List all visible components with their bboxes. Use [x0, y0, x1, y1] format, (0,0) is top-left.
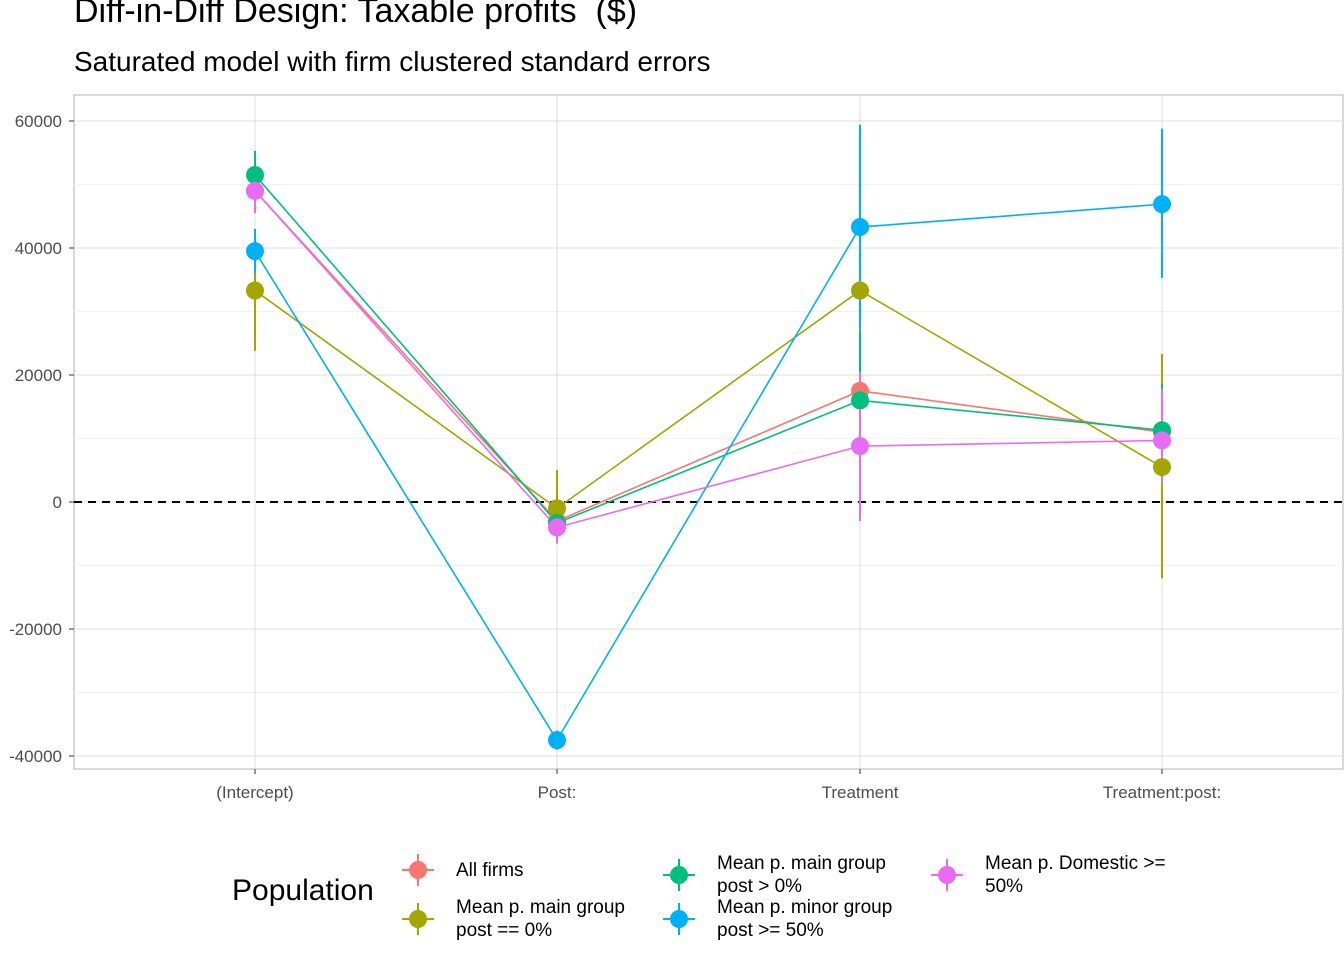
data-point [246, 181, 264, 200]
legend-label: Mean p. main group post > 0% [717, 853, 886, 897]
data-point [246, 242, 264, 261]
chart-subtitle: Saturated model with firm clustered stan… [74, 46, 711, 77]
chart-title: Diff-in-Diff Design: Taxable profits ($) [74, 0, 638, 30]
data-point [548, 499, 566, 518]
legend: Population All firms Mean p. main group … [0, 840, 1344, 960]
y-tick-label: 60000 [15, 112, 62, 131]
legend-item-domestic: Mean p. Domestic >= 50% [929, 852, 1185, 898]
y-tick-label: -20000 [9, 620, 62, 639]
data-point [851, 391, 869, 410]
panel-border [73, 94, 1344, 770]
data-point [851, 437, 869, 456]
data-point [548, 518, 566, 537]
data-point [851, 218, 869, 237]
x-tick-label: Post: [538, 783, 577, 802]
series-lines [254, 174, 1163, 742]
x-tick-label: (Intercept) [216, 783, 293, 802]
series-line [254, 203, 1163, 742]
legend-item-main-group-zero: Mean p. main group post == 0% [400, 896, 656, 942]
legend-title: Population [232, 874, 374, 907]
plot-area: -40000 -20000 0 20000 40000 60000 (Intercept) P… [9, 94, 1344, 802]
y-tick-label: -40000 [9, 747, 62, 766]
legend-key-icon [663, 859, 695, 891]
legend-label: Mean p. main group post == 0% [456, 897, 625, 941]
series-line [254, 190, 1163, 529]
error-bars [254, 124, 1163, 750]
legend-label: Mean p. minor group post >= 50% [717, 897, 893, 941]
y-tick-label: 20000 [15, 366, 62, 385]
x-tick-label: Treatment:post: [1103, 783, 1221, 802]
legend-label: All firms [456, 859, 524, 881]
data-point [1153, 458, 1171, 477]
legend-key-icon [402, 854, 434, 886]
data-point [548, 731, 566, 750]
legend-key-icon [663, 903, 695, 935]
legend-item-minor-group: Mean p. minor group post >= 50% [661, 896, 917, 942]
data-point [1153, 431, 1171, 450]
legend-key-icon [931, 859, 963, 891]
y-tick-label: 0 [53, 493, 62, 512]
axes: -40000 -20000 0 20000 40000 60000 (Intercept) P… [9, 112, 1343, 802]
legend-label: Mean p. Domestic >= 50% [985, 853, 1166, 897]
y-tick-label: 40000 [15, 239, 62, 258]
x-tick-label: Treatment [822, 783, 899, 802]
series-line [254, 190, 1163, 523]
data-point [1153, 195, 1171, 214]
grid-lines [73, 94, 1344, 770]
data-point [851, 281, 869, 300]
data-point [246, 281, 264, 300]
series-line [254, 289, 1163, 510]
legend-item-main-group-positive: Mean p. main group post > 0% [661, 852, 917, 898]
data-point [246, 165, 264, 184]
legend-item-all-firms: All firms [400, 852, 656, 888]
series-line [254, 174, 1163, 524]
legend-key-icon [402, 903, 434, 935]
series-points [246, 165, 1171, 750]
